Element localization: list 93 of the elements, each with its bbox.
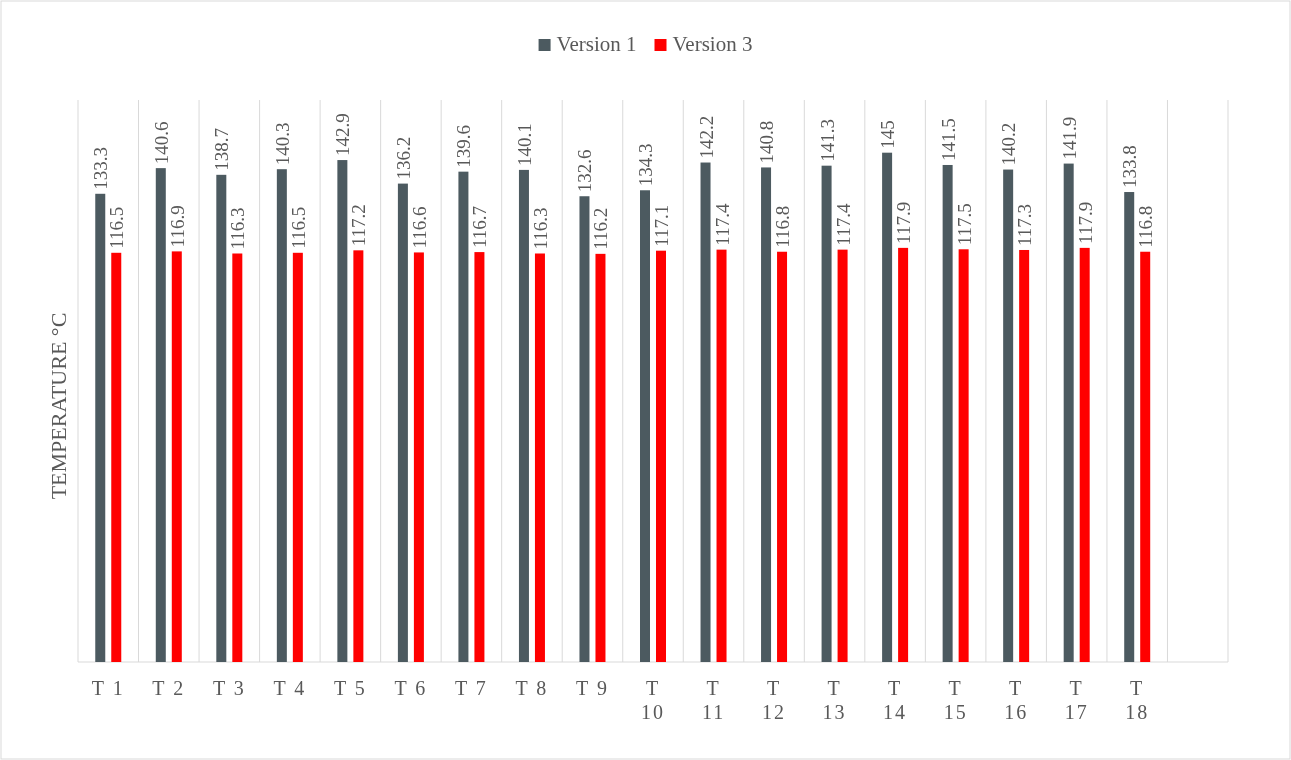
x-tick-label: T 17	[1064, 677, 1089, 723]
x-tick-label: T 9	[576, 677, 609, 699]
x-tick-label: T 14	[883, 677, 908, 723]
data-label: 116.5	[106, 206, 128, 249]
bar	[474, 252, 485, 662]
bar	[821, 165, 832, 662]
bar	[1063, 163, 1074, 662]
x-tick-label: T 2	[152, 677, 186, 699]
bar	[111, 252, 122, 662]
bar	[232, 253, 243, 662]
data-label: 116.9	[166, 205, 188, 248]
bar	[942, 164, 953, 662]
data-label: 117.5	[953, 203, 975, 246]
bar	[1140, 251, 1151, 662]
x-tick-label: T 1	[91, 677, 125, 699]
data-label: 140.8	[756, 120, 778, 164]
x-tick-label: T 15	[943, 677, 968, 723]
data-label: 136.2	[392, 136, 414, 180]
y-axis-title: TEMPERATURE °C	[46, 312, 71, 500]
data-label: 140.1	[513, 123, 535, 166]
x-tick-label: T 7	[454, 677, 488, 699]
data-label: 117.1	[651, 204, 672, 247]
x-tick-label: T 4	[273, 677, 307, 699]
data-label: 142.9	[332, 113, 354, 157]
data-label: 117.2	[348, 204, 370, 247]
data-label: 138.7	[211, 128, 233, 171]
data-label: 117.9	[1074, 201, 1096, 244]
bar	[276, 169, 287, 662]
x-tick-label: T 8	[515, 677, 549, 699]
x-tick-label: T 10	[641, 677, 665, 723]
bar	[1003, 169, 1014, 662]
bar	[898, 247, 909, 662]
bar	[397, 183, 408, 662]
x-tick-label: T 3	[212, 677, 246, 699]
data-label: 116.8	[1135, 205, 1157, 248]
bar	[216, 174, 227, 662]
data-label: 134.3	[635, 143, 656, 187]
x-tick-label: T 11	[701, 677, 726, 723]
legend-label: Version 1	[556, 32, 637, 56]
bar	[534, 253, 545, 662]
data-label: 116.2	[590, 207, 612, 250]
data-label: 117.9	[893, 201, 915, 244]
bar	[837, 249, 848, 662]
data-label: 139.6	[453, 124, 475, 168]
bar	[777, 251, 788, 662]
bar	[1019, 249, 1030, 662]
x-tick-label: T 13	[822, 677, 847, 723]
data-label: 141.9	[1058, 116, 1080, 160]
data-label: 117.4	[832, 203, 854, 246]
x-tick-label: T 18	[1125, 677, 1150, 723]
bar	[761, 167, 772, 662]
bar	[700, 162, 711, 662]
x-tick-label: T 6	[394, 677, 428, 699]
data-label: 141.5	[937, 118, 959, 161]
data-label: 116.6	[408, 206, 430, 249]
bar	[458, 171, 469, 662]
x-tick-label: T 12	[762, 677, 787, 723]
data-label: 116.3	[227, 207, 249, 250]
bar	[337, 160, 348, 662]
bar	[579, 196, 590, 662]
legend-label: Version 3	[672, 32, 753, 56]
bar	[292, 252, 303, 662]
data-label: 140.2	[998, 122, 1020, 166]
bar	[353, 250, 364, 662]
data-label: 141.3	[816, 118, 838, 162]
data-label: 142.2	[695, 115, 717, 159]
data-label: 140.6	[150, 121, 172, 165]
bar	[656, 250, 666, 662]
bar	[958, 249, 969, 662]
data-label: 133.3	[90, 147, 112, 190]
data-label: 116.5	[287, 206, 309, 249]
bar	[413, 252, 424, 662]
data-label: 117.4	[711, 203, 733, 246]
data-label: 117.3	[1014, 203, 1036, 246]
data-label: 116.7	[469, 206, 491, 249]
x-tick-label: T 16	[1004, 677, 1029, 723]
bar	[595, 253, 606, 662]
bar	[716, 249, 727, 662]
data-label: 116.3	[529, 207, 551, 250]
data-label: 133.8	[1119, 145, 1141, 189]
data-label: 132.6	[574, 149, 596, 193]
bar	[155, 168, 166, 662]
bar	[640, 190, 650, 662]
data-label: 145	[877, 120, 899, 149]
data-label: 116.8	[772, 205, 794, 248]
bar	[1124, 192, 1135, 662]
bar	[882, 152, 893, 662]
bar	[171, 251, 182, 662]
x-tick-label: T 5	[333, 677, 367, 699]
bar	[95, 193, 106, 662]
data-label: 140.3	[271, 122, 293, 166]
bar	[1079, 247, 1090, 662]
bar	[518, 169, 529, 662]
